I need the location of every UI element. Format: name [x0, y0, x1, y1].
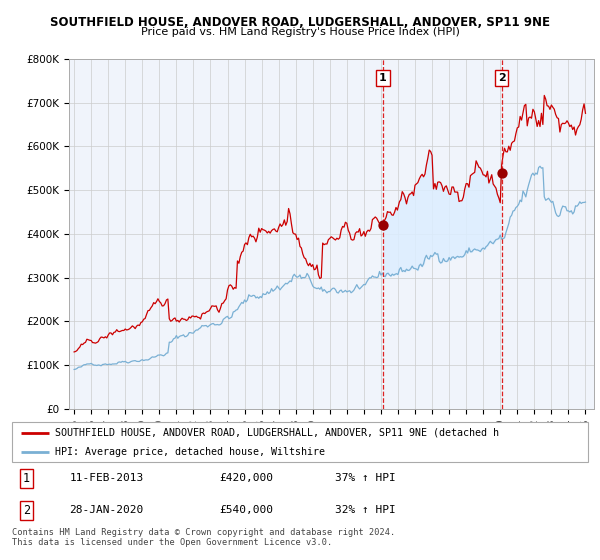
- Text: SOUTHFIELD HOUSE, ANDOVER ROAD, LUDGERSHALL, ANDOVER, SP11 9NE: SOUTHFIELD HOUSE, ANDOVER ROAD, LUDGERSH…: [50, 16, 550, 29]
- Point: [497, 168, 506, 177]
- Text: £540,000: £540,000: [220, 505, 274, 515]
- Text: Contains HM Land Registry data © Crown copyright and database right 2024.
This d: Contains HM Land Registry data © Crown c…: [12, 528, 395, 547]
- Text: £420,000: £420,000: [220, 473, 274, 483]
- Text: 32% ↑ HPI: 32% ↑ HPI: [335, 505, 395, 515]
- Text: 11-FEB-2013: 11-FEB-2013: [70, 473, 144, 483]
- Point: [378, 221, 388, 230]
- Text: SOUTHFIELD HOUSE, ANDOVER ROAD, LUDGERSHALL, ANDOVER, SP11 9NE (detached h: SOUTHFIELD HOUSE, ANDOVER ROAD, LUDGERSH…: [55, 428, 499, 437]
- Text: 2: 2: [23, 503, 30, 516]
- Text: 1: 1: [379, 73, 387, 83]
- Text: HPI: Average price, detached house, Wiltshire: HPI: Average price, detached house, Wilt…: [55, 447, 325, 457]
- Text: Price paid vs. HM Land Registry's House Price Index (HPI): Price paid vs. HM Land Registry's House …: [140, 27, 460, 37]
- Text: 1: 1: [23, 472, 30, 485]
- Text: 28-JAN-2020: 28-JAN-2020: [70, 505, 144, 515]
- Text: 2: 2: [498, 73, 505, 83]
- Text: 37% ↑ HPI: 37% ↑ HPI: [335, 473, 395, 483]
